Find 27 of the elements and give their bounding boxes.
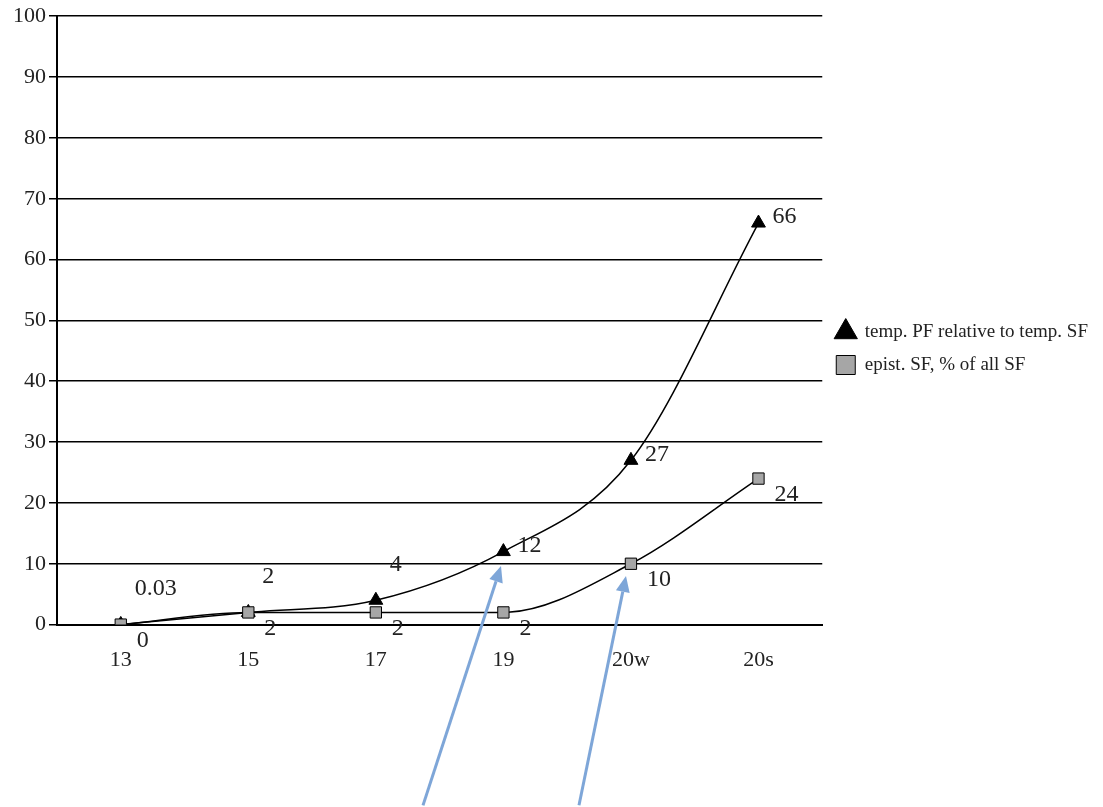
data-label: 0 — [136, 625, 149, 652]
legend-label: temp. PF relative to temp. SF — [864, 319, 1088, 341]
y-tick-label: 50 — [24, 306, 46, 332]
x-tick-label: 20w — [611, 645, 650, 671]
data-label: 66 — [772, 202, 797, 229]
y-tick-label: 20 — [24, 488, 46, 514]
x-tick-label: 13 — [109, 645, 132, 671]
y-tick-label: 60 — [24, 245, 46, 271]
y-tick-label: 100 — [13, 1, 46, 27]
y-tick-label: 10 — [24, 549, 46, 575]
y-tick-label: 0 — [35, 610, 46, 636]
x-tick-label: 19 — [492, 645, 515, 671]
y-tick-label: 40 — [24, 367, 46, 393]
x-tick-label: 17 — [364, 645, 387, 671]
x-tick-label: 15 — [237, 645, 260, 671]
data-label: 12 — [517, 530, 542, 557]
x-tick-label: 20s — [743, 645, 774, 671]
data-label: 24 — [774, 479, 799, 506]
data-label: 0.03 — [134, 573, 177, 600]
y-tick-label: 90 — [24, 62, 46, 88]
legend-label: epist. SF, % of all SF — [864, 352, 1026, 374]
data-label: 10 — [646, 565, 671, 592]
y-tick-label: 30 — [24, 427, 46, 453]
y-tick-label: 80 — [24, 123, 46, 149]
y-tick-label: 70 — [24, 184, 46, 210]
data-label: 2 — [262, 561, 275, 588]
data-label: 27 — [644, 439, 669, 466]
